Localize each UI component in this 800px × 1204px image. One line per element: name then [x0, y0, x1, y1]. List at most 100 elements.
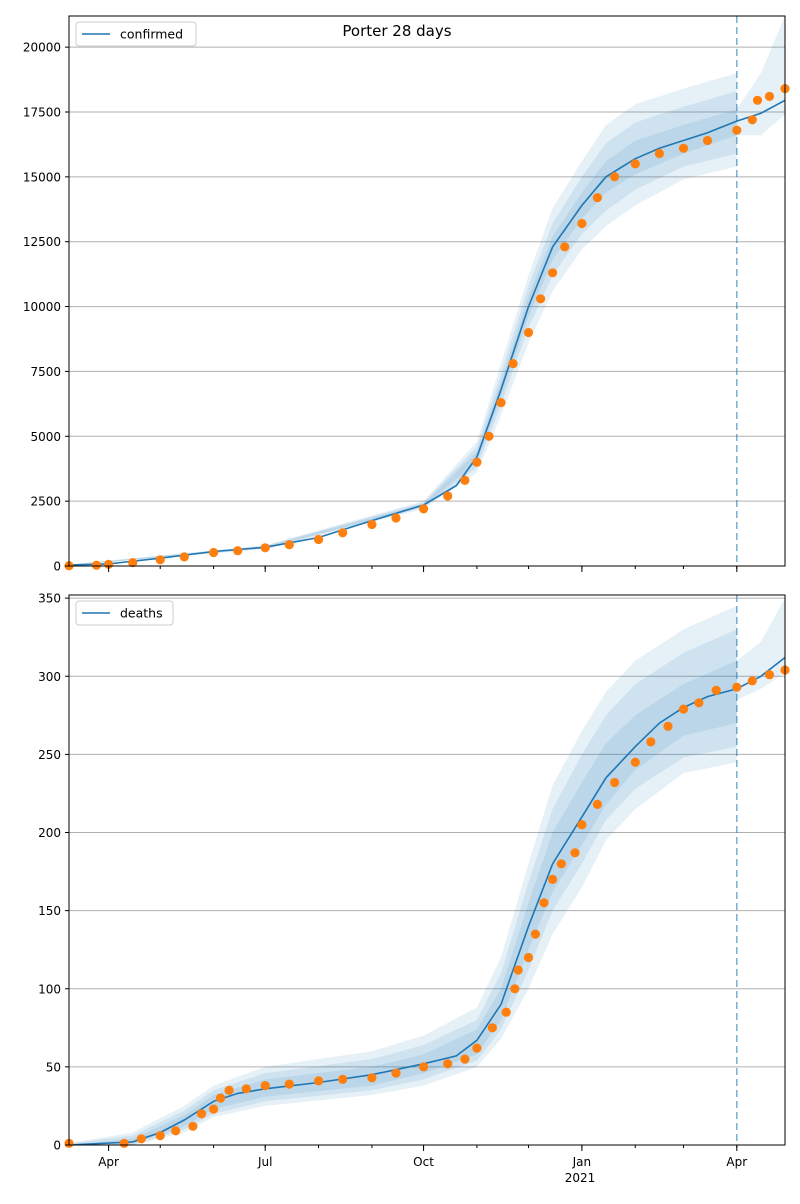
plot-frame: [68, 15, 786, 567]
observed-point: [508, 359, 518, 369]
observed-point: [577, 218, 587, 229]
y-tick-label: 12500: [23, 235, 61, 249]
observed-point: [224, 1085, 234, 1095]
legend-box: [75, 21, 197, 47]
observed-point: [460, 475, 470, 485]
observed-point: [747, 676, 757, 686]
observed-point: [419, 504, 429, 514]
observed-point: [577, 820, 587, 830]
observed-point: [764, 91, 775, 101]
observed-point: [702, 135, 713, 146]
y-tick-label: 10000: [23, 300, 61, 314]
observed-point: [419, 1062, 429, 1072]
observed-point: [155, 1131, 165, 1141]
legend-box: [75, 600, 174, 626]
y-tick-label: 5000: [30, 430, 61, 444]
y-tick-label: 17500: [23, 105, 61, 119]
observed-point: [752, 95, 763, 105]
observed-point: [747, 115, 757, 125]
observed-point: [536, 294, 546, 304]
observed-point: [501, 1007, 511, 1017]
observed-point: [179, 552, 189, 562]
uncertainty-band: [69, 660, 737, 1145]
y-tick-label: 150: [38, 904, 61, 918]
observed-point: [496, 398, 506, 408]
observed-point: [367, 1073, 377, 1083]
chart-title: Porter 28 days: [342, 22, 451, 40]
observed-point: [678, 704, 689, 714]
uncertainty-band: [736, 16, 785, 136]
y-tick-label: 0: [53, 1139, 61, 1153]
observed-point: [732, 125, 742, 135]
observed-point: [610, 172, 620, 182]
y-tick-label: 2500: [30, 495, 61, 509]
observed-point: [654, 148, 665, 159]
uncertainty-band: [69, 629, 737, 1145]
observed-point: [592, 193, 603, 203]
observed-point: [391, 1068, 401, 1078]
observed-point: [678, 143, 689, 153]
observed-point: [472, 1043, 482, 1053]
observed-point: [188, 1121, 198, 1131]
observed-point: [510, 984, 520, 994]
observed-point: [560, 242, 570, 252]
observed-point: [487, 1023, 497, 1033]
y-tick-label: 0: [53, 560, 61, 574]
y-tick-label: 50: [46, 1060, 61, 1074]
observed-point: [523, 327, 534, 338]
observed-point: [209, 1104, 219, 1114]
legend-label: confirmed: [120, 27, 183, 42]
observed-point: [284, 540, 294, 550]
observed-point: [443, 1059, 453, 1069]
observed-point: [391, 513, 401, 523]
observed-point: [241, 1084, 251, 1094]
observed-point: [233, 546, 243, 556]
observed-point: [443, 491, 453, 501]
observed-point: [155, 555, 165, 565]
uncertainty-band: [69, 91, 737, 566]
observed-point: [338, 1074, 348, 1084]
uncertainty-band: [69, 73, 737, 566]
observed-point: [646, 737, 656, 747]
y-tick-label: 200: [38, 826, 61, 840]
observed-point: [171, 1126, 181, 1136]
observed-point: [556, 859, 566, 869]
observed-point: [548, 874, 558, 885]
observed-point: [338, 528, 348, 538]
observed-point: [548, 268, 558, 278]
x-year-label: 2021: [565, 1171, 596, 1185]
observed-point: [513, 965, 523, 975]
observed-point: [663, 721, 673, 731]
x-tick-label: Jan: [572, 1155, 592, 1169]
observed-point: [732, 682, 742, 692]
observed-point: [630, 757, 640, 767]
uncertainty-band: [69, 605, 737, 1145]
observed-point: [119, 1138, 129, 1148]
observed-point: [472, 457, 482, 467]
y-tick-label: 15000: [23, 170, 61, 184]
observed-point: [764, 670, 775, 680]
observed-point: [484, 431, 494, 441]
observed-point: [711, 685, 721, 695]
plot-frame: [68, 594, 786, 1146]
observed-point: [284, 1079, 294, 1089]
observed-point: [630, 159, 640, 169]
observed-point: [215, 1093, 226, 1103]
observed-point: [539, 898, 549, 908]
observed-point: [128, 558, 138, 568]
x-tick-label: Jul: [257, 1155, 272, 1169]
x-tick-label: Oct: [413, 1155, 434, 1169]
observed-point: [460, 1054, 470, 1064]
deaths-panel: 0 50 100 150 200 250 300 350 Apr Jul Oct Jan Apr deat…: [38, 592, 790, 1169]
observed-point: [610, 777, 620, 788]
observed-point: [104, 559, 114, 570]
y-tick-label: 100: [38, 982, 61, 996]
y-tick-label: 250: [38, 748, 61, 762]
y-tick-label: 350: [38, 592, 61, 606]
x-tick-label: Apr: [98, 1155, 119, 1169]
observed-point: [570, 848, 580, 858]
observed-point: [314, 1076, 324, 1086]
x-tick-label: Apr: [726, 1155, 747, 1169]
y-tick-label: 7500: [30, 365, 61, 379]
